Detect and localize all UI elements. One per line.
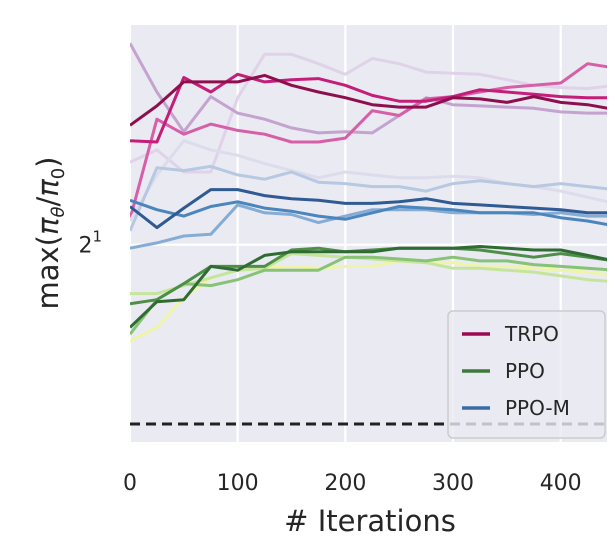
y-label-pi-zero: π [31, 179, 65, 197]
series-line-trpo [130, 73, 607, 127]
y-label-close: ) [31, 156, 65, 167]
series-lines [130, 42, 607, 343]
x-ticks: 0 100 200 300 400 [123, 471, 582, 496]
legend-label: PPO-M [505, 396, 570, 420]
y-label-zero: 0 [48, 168, 69, 179]
x-tick-label: 300 [432, 471, 474, 496]
legend-label: TRPO [504, 322, 559, 346]
series-line-ppo-m [130, 203, 607, 250]
series-line-ppo [130, 255, 607, 336]
x-tick-label: 0 [123, 471, 137, 496]
x-tick-label: 400 [540, 471, 582, 496]
y-tick-base: 2 [78, 234, 92, 259]
series-line-ppo-m [130, 198, 607, 227]
series-line-trpo [130, 72, 607, 144]
series-line-ppo [130, 252, 607, 296]
legend: TRPO PPO PPO-M [447, 310, 606, 439]
y-label-pi-theta: π [31, 217, 65, 235]
x-tick-label: 100 [217, 471, 259, 496]
x-axis-label: # Iterations [284, 504, 456, 538]
series-line-trpo [130, 42, 607, 135]
x-tick-label: 200 [324, 471, 366, 496]
y-label-slash: / [31, 197, 65, 207]
legend-label: PPO [505, 359, 545, 383]
y-tick-exponent: 1 [92, 228, 102, 246]
series-line-ppo-m [130, 188, 607, 230]
series-line-ppo-m [130, 164, 607, 232]
y-tick-label: 21 [78, 228, 102, 259]
series-line-trpo [130, 62, 607, 220]
series-line-ppo [130, 245, 607, 329]
y-label-prefix: max( [31, 235, 65, 310]
y-label-theta: θ [48, 207, 69, 218]
grid [128, 25, 607, 442]
y-ticks: 21 [78, 228, 102, 259]
y-axis-label: max(πθ/π0) [31, 156, 69, 309]
